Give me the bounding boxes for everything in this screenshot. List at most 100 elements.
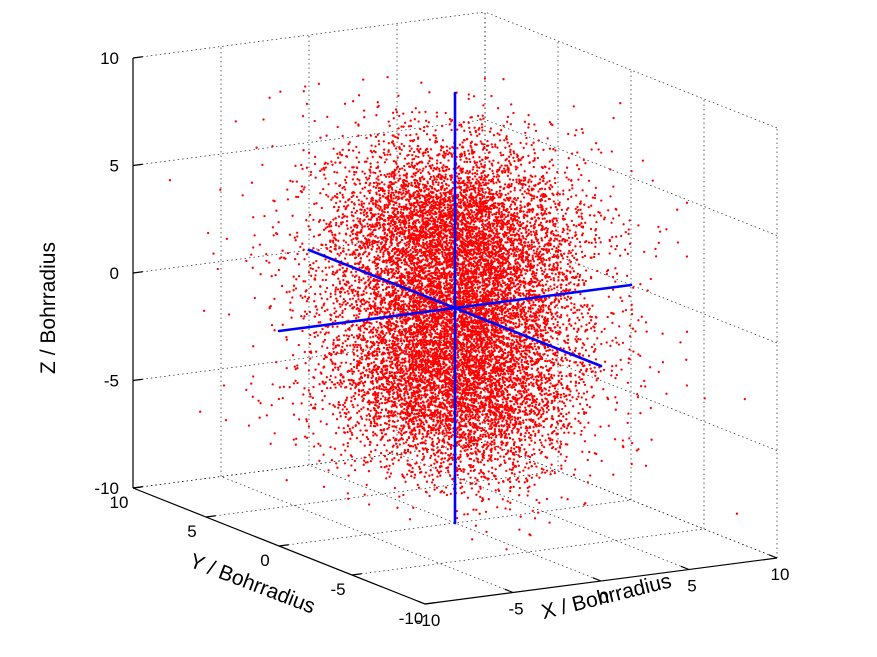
data-point — [553, 239, 556, 242]
data-point — [393, 144, 396, 147]
data-point — [537, 190, 540, 193]
data-point — [297, 263, 301, 266]
data-point — [581, 131, 585, 134]
data-point — [527, 154, 530, 157]
data-point — [544, 289, 547, 292]
data-point — [519, 158, 522, 162]
data-point — [507, 155, 511, 158]
data-point — [523, 170, 526, 173]
data-point — [483, 163, 487, 167]
data-point — [486, 218, 489, 221]
data-point — [402, 189, 405, 192]
data-point — [524, 228, 527, 231]
grid-line — [278, 499, 632, 547]
data-point — [550, 123, 553, 126]
data-point — [340, 221, 343, 224]
data-point — [382, 133, 386, 136]
data-point — [352, 219, 355, 222]
data-point — [506, 115, 510, 119]
data-point — [441, 124, 444, 128]
data-point — [450, 120, 453, 123]
data-point — [405, 176, 408, 179]
data-point — [376, 101, 379, 104]
data-point — [423, 277, 427, 280]
data-point — [581, 278, 584, 282]
data-point — [545, 171, 548, 174]
grid-line — [484, 441, 778, 559]
data-point — [584, 269, 588, 272]
data-point — [491, 224, 495, 228]
data-point — [350, 271, 353, 274]
data-point — [609, 168, 612, 171]
data-point — [437, 225, 440, 229]
data-point — [405, 222, 408, 225]
data-point — [519, 248, 522, 252]
data-point — [434, 201, 438, 204]
data-point — [415, 199, 419, 202]
data-point — [312, 262, 315, 265]
data-point — [489, 240, 493, 243]
data-point — [403, 157, 407, 160]
data-point — [368, 241, 371, 244]
data-point — [369, 189, 372, 192]
data-point — [685, 255, 689, 258]
data-point — [415, 167, 418, 171]
data-point — [409, 249, 412, 252]
data-point — [351, 178, 355, 181]
data-point — [598, 236, 601, 240]
data-point — [497, 203, 500, 207]
data-point — [480, 162, 483, 166]
data-point — [377, 204, 380, 207]
data-point — [557, 278, 560, 282]
data-point — [594, 233, 598, 237]
data-point — [432, 265, 435, 268]
data-point — [559, 249, 562, 253]
data-point — [347, 243, 350, 246]
data-point — [377, 186, 380, 190]
data-point — [426, 278, 429, 281]
data-point — [676, 241, 680, 244]
data-point — [303, 258, 306, 261]
axes-box — [132, 56, 778, 605]
data-point — [533, 157, 536, 160]
data-point — [494, 143, 497, 146]
data-point — [377, 212, 380, 216]
data-point — [501, 258, 505, 261]
data-point — [486, 199, 490, 202]
data-point — [573, 256, 576, 260]
data-point — [538, 181, 542, 184]
data-point — [357, 240, 360, 243]
data-point — [605, 270, 609, 273]
data-point — [431, 241, 434, 244]
data-point — [219, 188, 222, 191]
data-point — [480, 248, 483, 252]
data-point — [341, 193, 344, 197]
data-point — [465, 160, 469, 164]
data-point — [338, 184, 341, 188]
data-point — [515, 199, 518, 202]
data-point — [372, 202, 375, 206]
data-point — [521, 192, 524, 196]
data-point — [550, 288, 553, 291]
data-point — [513, 217, 516, 220]
data-point — [445, 248, 448, 251]
data-point — [611, 236, 614, 239]
data-point — [469, 216, 473, 219]
data-point — [417, 220, 421, 224]
data-point — [431, 244, 434, 247]
data-point — [358, 278, 361, 281]
data-point — [530, 277, 533, 281]
data-point — [523, 244, 527, 247]
data-point — [395, 224, 399, 228]
data-point — [485, 148, 488, 152]
data-point — [334, 233, 337, 236]
data-point — [415, 162, 418, 165]
data-point — [383, 148, 386, 151]
data-point — [534, 129, 538, 133]
data-point — [422, 201, 426, 205]
data-point — [313, 119, 316, 123]
data-point — [437, 237, 441, 240]
data-point — [581, 189, 584, 192]
data-point — [500, 257, 503, 260]
data-point — [500, 154, 503, 157]
